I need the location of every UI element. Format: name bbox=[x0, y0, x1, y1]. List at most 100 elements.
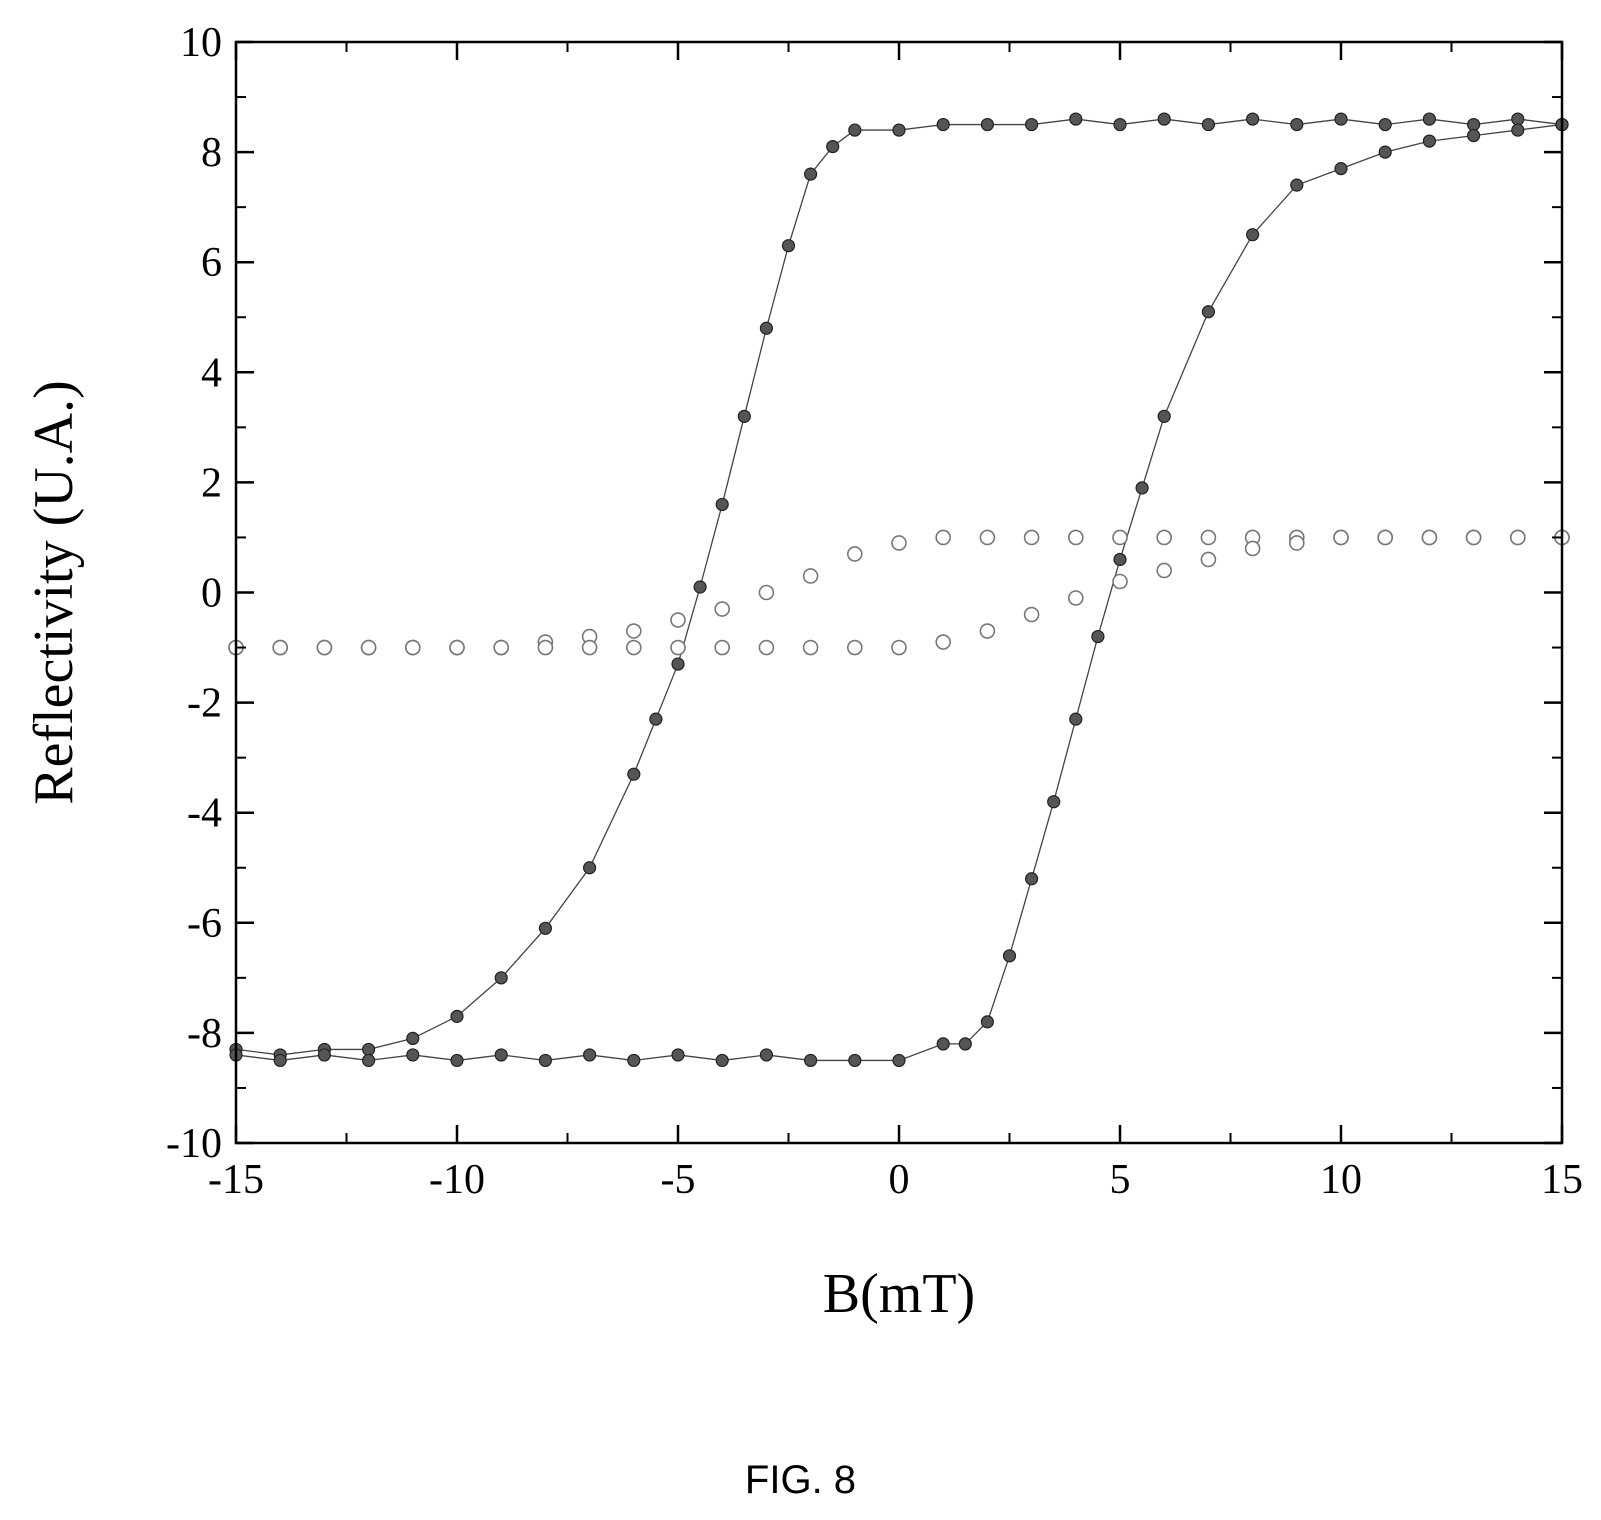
data-point bbox=[759, 321, 774, 335]
data-point bbox=[979, 529, 996, 546]
data-point bbox=[538, 1053, 553, 1068]
data-point bbox=[759, 1048, 774, 1062]
data-point bbox=[1378, 117, 1392, 132]
data-point bbox=[1201, 305, 1216, 319]
data-point bbox=[582, 861, 597, 875]
data-point bbox=[1421, 529, 1438, 546]
data-point bbox=[936, 1037, 950, 1051]
data-point bbox=[980, 117, 995, 132]
data-point bbox=[1024, 872, 1039, 886]
data-point bbox=[494, 971, 508, 985]
data-point bbox=[1112, 573, 1128, 590]
series-line bbox=[235, 118, 1563, 1056]
data-point bbox=[1156, 529, 1172, 546]
data-point bbox=[1465, 529, 1482, 546]
data-point bbox=[1112, 529, 1128, 546]
data-point bbox=[1068, 529, 1084, 546]
data-point bbox=[581, 639, 598, 656]
data-point bbox=[1422, 112, 1437, 126]
data-point bbox=[802, 639, 819, 656]
data-point bbox=[737, 409, 751, 423]
data-point bbox=[1245, 228, 1260, 242]
data-point bbox=[1023, 606, 1040, 623]
data-point bbox=[1200, 551, 1217, 568]
data-point bbox=[693, 580, 707, 594]
data-point bbox=[670, 639, 686, 656]
data-point bbox=[1157, 409, 1171, 423]
data-point bbox=[1068, 590, 1084, 606]
data-point bbox=[714, 639, 731, 656]
data-point bbox=[715, 1053, 729, 1068]
data-point bbox=[1156, 562, 1172, 579]
y-tick-label: 8 bbox=[201, 130, 222, 176]
data-point bbox=[627, 767, 641, 781]
y-tick-label: -6 bbox=[187, 901, 222, 947]
x-tick-label: -10 bbox=[429, 1157, 485, 1203]
data-point bbox=[891, 535, 907, 551]
data-point bbox=[1024, 117, 1039, 132]
data-point bbox=[891, 639, 907, 656]
data-point bbox=[848, 123, 862, 137]
data-point bbox=[316, 639, 333, 656]
data-point bbox=[781, 239, 796, 253]
data-point bbox=[802, 568, 819, 584]
x-tick-label: 5 bbox=[1110, 1157, 1131, 1203]
data-point bbox=[406, 1048, 420, 1062]
data-point bbox=[1378, 145, 1392, 159]
y-tick-label: 6 bbox=[201, 240, 222, 286]
y-tick-label: -2 bbox=[187, 681, 222, 727]
data-point bbox=[450, 1053, 464, 1068]
data-point bbox=[362, 1053, 376, 1068]
data-point bbox=[1289, 535, 1305, 551]
data-point bbox=[935, 529, 952, 546]
data-point bbox=[1157, 112, 1171, 126]
data-point bbox=[1113, 117, 1127, 132]
data-point bbox=[273, 1053, 287, 1068]
data-point bbox=[1511, 123, 1525, 137]
data-point bbox=[537, 639, 554, 656]
data-point bbox=[1200, 529, 1217, 546]
data-point bbox=[1377, 529, 1393, 546]
data-point bbox=[1290, 117, 1304, 132]
x-tick-label: -15 bbox=[208, 1157, 264, 1203]
data-point bbox=[846, 546, 863, 562]
data-point bbox=[1245, 112, 1260, 126]
data-point bbox=[1135, 481, 1149, 495]
data-point bbox=[1422, 134, 1437, 148]
data-point bbox=[1466, 117, 1481, 132]
x-tick-label: 15 bbox=[1541, 1157, 1583, 1203]
data-point bbox=[1201, 117, 1216, 132]
y-tick-label: 2 bbox=[201, 460, 222, 506]
data-point bbox=[1002, 949, 1017, 963]
data-point bbox=[1091, 629, 1105, 644]
y-tick-label: -10 bbox=[166, 1121, 222, 1167]
data-point bbox=[360, 639, 377, 656]
data-point bbox=[936, 117, 950, 132]
data-point bbox=[649, 712, 663, 726]
data-point bbox=[758, 639, 775, 656]
series-3 bbox=[228, 529, 1570, 656]
data-point bbox=[1023, 529, 1040, 546]
data-point bbox=[671, 657, 685, 671]
data-point bbox=[803, 1053, 818, 1068]
data-point bbox=[449, 639, 465, 656]
data-point bbox=[362, 1042, 376, 1057]
data-point bbox=[1466, 128, 1481, 143]
series-2 bbox=[229, 117, 1569, 1068]
data-point bbox=[582, 1048, 597, 1062]
data-point bbox=[848, 1053, 862, 1068]
plot-frame bbox=[234, 40, 1564, 1145]
series-1 bbox=[229, 112, 1569, 1062]
data-point bbox=[1511, 112, 1525, 126]
data-point bbox=[1334, 112, 1348, 126]
data-point bbox=[714, 601, 731, 617]
data-point bbox=[892, 1053, 906, 1068]
x-tick-label: 10 bbox=[1320, 1157, 1362, 1203]
y-tick-label: 0 bbox=[201, 571, 222, 617]
data-marks bbox=[228, 112, 1570, 1068]
data-point bbox=[980, 1015, 995, 1029]
data-point bbox=[935, 634, 952, 650]
data-point bbox=[715, 497, 729, 512]
x-tick-label: 0 bbox=[889, 1157, 910, 1203]
data-point bbox=[1069, 112, 1083, 126]
